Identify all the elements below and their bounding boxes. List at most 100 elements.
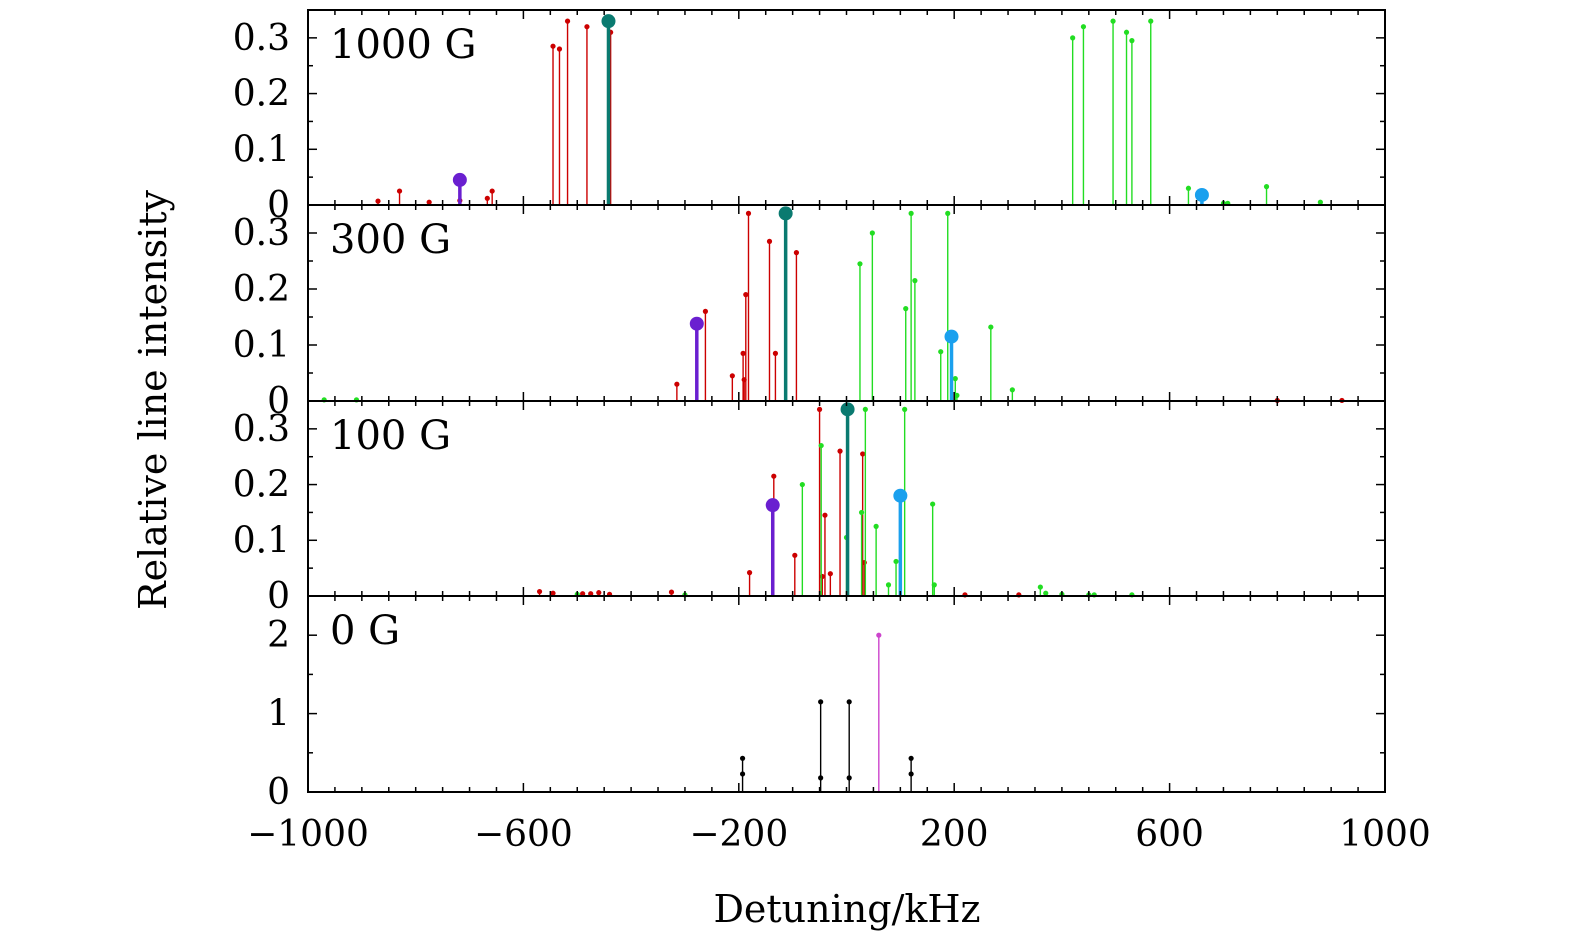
- stem-marker-0-8: [564, 18, 571, 24]
- stem-marker-2-4: [596, 590, 602, 596]
- stem-marker-2-25: [862, 406, 868, 412]
- stem-marker-2-39: [840, 402, 855, 417]
- stem-marker2-3-4: [908, 771, 914, 777]
- y-tick-label-0-1: 0.1: [233, 129, 290, 170]
- stem-marker-2-13: [827, 571, 833, 577]
- stem-marker-1-4: [729, 373, 735, 379]
- stem-marker-3-4: [908, 755, 914, 761]
- y-tick-label-0-2: 0.2: [233, 74, 290, 115]
- stem-marker-2-31: [931, 582, 937, 588]
- stem-marker-2-32: [1037, 584, 1043, 590]
- y-tick-label-3-0: 0: [267, 772, 290, 813]
- y-tick-label-1-0: 0: [267, 381, 290, 422]
- stem-marker-1-15: [869, 230, 875, 236]
- stem-marker-3-0: [739, 755, 746, 761]
- stem-marker-2-14: [837, 448, 843, 454]
- stem-marker-2-33: [1043, 590, 1049, 596]
- stem-marker-1-7: [743, 292, 749, 298]
- stem-marker-2-30: [930, 501, 936, 507]
- stem-marker-2-26: [873, 523, 879, 529]
- stem-marker-0-24: [1194, 187, 1209, 202]
- stem-marker-1-10: [772, 350, 779, 356]
- y-tick-label-1-3: 0.3: [233, 213, 290, 254]
- panel-frame-1: [307, 204, 1386, 402]
- stem-marker-0-22: [452, 172, 467, 187]
- stem-marker-0-1: [396, 188, 403, 194]
- stem-marker-0-17: [1185, 185, 1192, 191]
- y-tick-label-0-3: 0.3: [233, 18, 290, 59]
- stem-marker-0-23: [601, 14, 616, 29]
- stem-marker-1-24: [1009, 387, 1015, 393]
- y-tick-label-3-2: 2: [267, 615, 290, 656]
- y-tick-label-2-3: 0.3: [233, 409, 290, 450]
- stem-marker-2-7: [746, 570, 753, 576]
- stem-marker-1-11: [793, 250, 800, 256]
- x-tick-label-2: −200: [689, 814, 788, 855]
- stem-marker-3-2: [846, 699, 852, 705]
- stem-marker-1-23: [988, 324, 994, 330]
- stem-marker-1-5: [740, 350, 746, 356]
- stem-marker-0-12: [1080, 24, 1087, 30]
- stem-marker-1-3: [702, 308, 709, 314]
- y-tick-label-0-0: 0: [267, 185, 290, 226]
- y-tick-label-3-1: 1: [267, 694, 290, 735]
- stem-marker-2-28: [893, 558, 899, 565]
- stem-marker-1-20: [945, 210, 951, 216]
- y-tick-label-1-2: 0.2: [233, 269, 290, 310]
- stem-marker-2-1: [550, 590, 556, 596]
- stem-marker-0-7: [556, 46, 563, 52]
- stem-marker-0-20: [1263, 184, 1270, 190]
- x-axis-label: Detuning/kHz: [713, 887, 980, 931]
- stem-marker-1-21: [952, 376, 958, 382]
- x-tick-label-4: 600: [1135, 814, 1204, 855]
- stem-marker-0-16: [1148, 18, 1154, 24]
- panel-1: 0 0.1 0.2 0.3 300 G: [233, 204, 1386, 422]
- stem-marker-1-17: [908, 210, 914, 216]
- stem-marker-1-9: [766, 238, 773, 244]
- stem-marker-2-0: [536, 588, 543, 595]
- x-axis-ticks: −1000 −600 −200 200 600 1000: [247, 814, 1431, 855]
- y-tick-label-2-2: 0.2: [233, 465, 290, 506]
- panel-3: 0 1 2 0 G: [267, 595, 1386, 813]
- stem-marker-1-26: [778, 206, 793, 221]
- stem-marker-0-13: [1110, 18, 1116, 24]
- stem-marker-0-15: [1129, 38, 1135, 44]
- stem-marker-0-21: [1317, 199, 1323, 205]
- stem-marker-2-22: [818, 442, 824, 449]
- panel-0: 0 0.1 0.2 0.3 1000 G: [233, 9, 1386, 226]
- stem-marker-2-38: [765, 498, 780, 513]
- stem-marker-2-29: [902, 406, 908, 412]
- panel-frame-3: [307, 595, 1386, 793]
- panel-label-3: 0 G: [330, 608, 400, 654]
- stem-marker2-3-1: [818, 775, 824, 781]
- stem-marker-1-19: [938, 349, 944, 355]
- stem-marker-2-11: [819, 573, 825, 580]
- stem-marker-0-14: [1123, 29, 1130, 35]
- stem-marker-1-8: [745, 210, 752, 216]
- x-tick-label-3: 200: [920, 814, 989, 855]
- stem-marker-2-27: [885, 582, 892, 588]
- stem-marker-1-22: [954, 392, 960, 398]
- stem-marker2-3-2: [846, 775, 852, 781]
- stem-marker-2-10: [816, 406, 823, 412]
- panels: 0 0.1 0.2 0.3 1000 G 0 0.1 0.2 0.3 300 G 0 0.1 0.2 0.…: [233, 9, 1386, 813]
- x-tick-label-5: 1000: [1339, 814, 1431, 855]
- stem-marker-0-11: [1070, 35, 1076, 41]
- stem-marker-3-1: [818, 699, 824, 705]
- stem-marker-1-25: [689, 316, 704, 331]
- stem-marker-2-16: [861, 559, 867, 566]
- stem-marker-1-2: [674, 381, 680, 387]
- y-axis-label: Relative line intensity: [131, 189, 175, 609]
- stem-marker-2-24: [858, 509, 865, 516]
- stem-marker-0-9: [584, 24, 590, 30]
- stem-marker2-3-0: [739, 771, 746, 777]
- y-tick-label-1-1: 0.1: [233, 325, 290, 366]
- panel-label-2: 100 G: [330, 413, 451, 459]
- stem-marker-2-40: [893, 488, 908, 503]
- panel-label-1: 300 G: [330, 217, 451, 263]
- stem-marker-1-14: [857, 261, 863, 267]
- y-tick-label-2-1: 0.1: [233, 520, 290, 561]
- stem-marker-0-5: [489, 188, 495, 194]
- stem-marker-0-4: [484, 195, 490, 201]
